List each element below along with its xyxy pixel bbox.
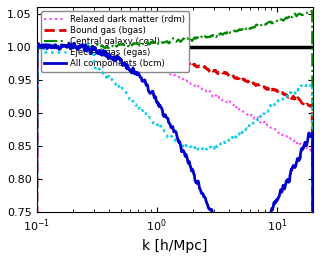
X-axis label: k [h/Mpc]: k [h/Mpc]	[142, 239, 207, 253]
Relaxed dark matter (rdm)	[243, 110, 247, 114]
Relaxed dark matter (rdm)	[65, 44, 69, 47]
Relaxed dark matter (rdm)	[84, 44, 88, 47]
All components (bcm)	[220, 221, 224, 224]
Relaxed dark matter (rdm)	[160, 68, 164, 71]
All components (bcm)	[160, 108, 164, 111]
Bound gas (bgas)	[84, 45, 88, 48]
Legend: Relaxed dark matter (rdm), Bound gas (bgas), Central galaxy (cgal), Ejected gas : Relaxed dark matter (rdm), Bound gas (bg…	[41, 11, 188, 72]
Central galaxy (cgal)	[243, 26, 247, 29]
Ejected gas (egas)	[106, 75, 110, 78]
Central galaxy (cgal)	[197, 37, 201, 40]
Line: Relaxed dark matter (rdm): Relaxed dark matter (rdm)	[36, 45, 313, 260]
Central galaxy (cgal)	[160, 41, 164, 44]
Line: Central galaxy (cgal): Central galaxy (cgal)	[36, 11, 313, 260]
Bound gas (bgas)	[243, 79, 247, 82]
Relaxed dark matter (rdm)	[198, 86, 202, 89]
Ejected gas (egas)	[160, 127, 164, 130]
Central galaxy (cgal)	[219, 32, 223, 36]
All components (bcm)	[84, 44, 88, 47]
Relaxed dark matter (rdm)	[220, 98, 224, 101]
Central galaxy (cgal)	[106, 46, 109, 49]
Line: Bound gas (bgas): Bound gas (bgas)	[36, 45, 313, 260]
Ejected gas (egas)	[84, 47, 87, 50]
Line: Ejected gas (egas): Ejected gas (egas)	[36, 44, 313, 260]
Ejected gas (egas)	[198, 148, 202, 152]
Bound gas (bgas)	[45, 43, 49, 46]
Relaxed dark matter (rdm)	[106, 47, 110, 50]
Ejected gas (egas)	[243, 128, 247, 132]
All components (bcm)	[106, 57, 110, 60]
Bound gas (bgas)	[198, 64, 202, 68]
Bound gas (bgas)	[106, 45, 110, 48]
Central galaxy (cgal)	[84, 45, 87, 48]
All components (bcm)	[67, 42, 71, 45]
Ejected gas (egas)	[220, 142, 224, 145]
All components (bcm)	[198, 187, 202, 191]
All components (bcm)	[243, 237, 247, 240]
Bound gas (bgas)	[220, 71, 224, 74]
Bound gas (bgas)	[160, 57, 164, 60]
Central galaxy (cgal)	[310, 9, 314, 12]
Ejected gas (egas)	[86, 42, 90, 46]
Line: All components (bcm): All components (bcm)	[36, 43, 313, 260]
